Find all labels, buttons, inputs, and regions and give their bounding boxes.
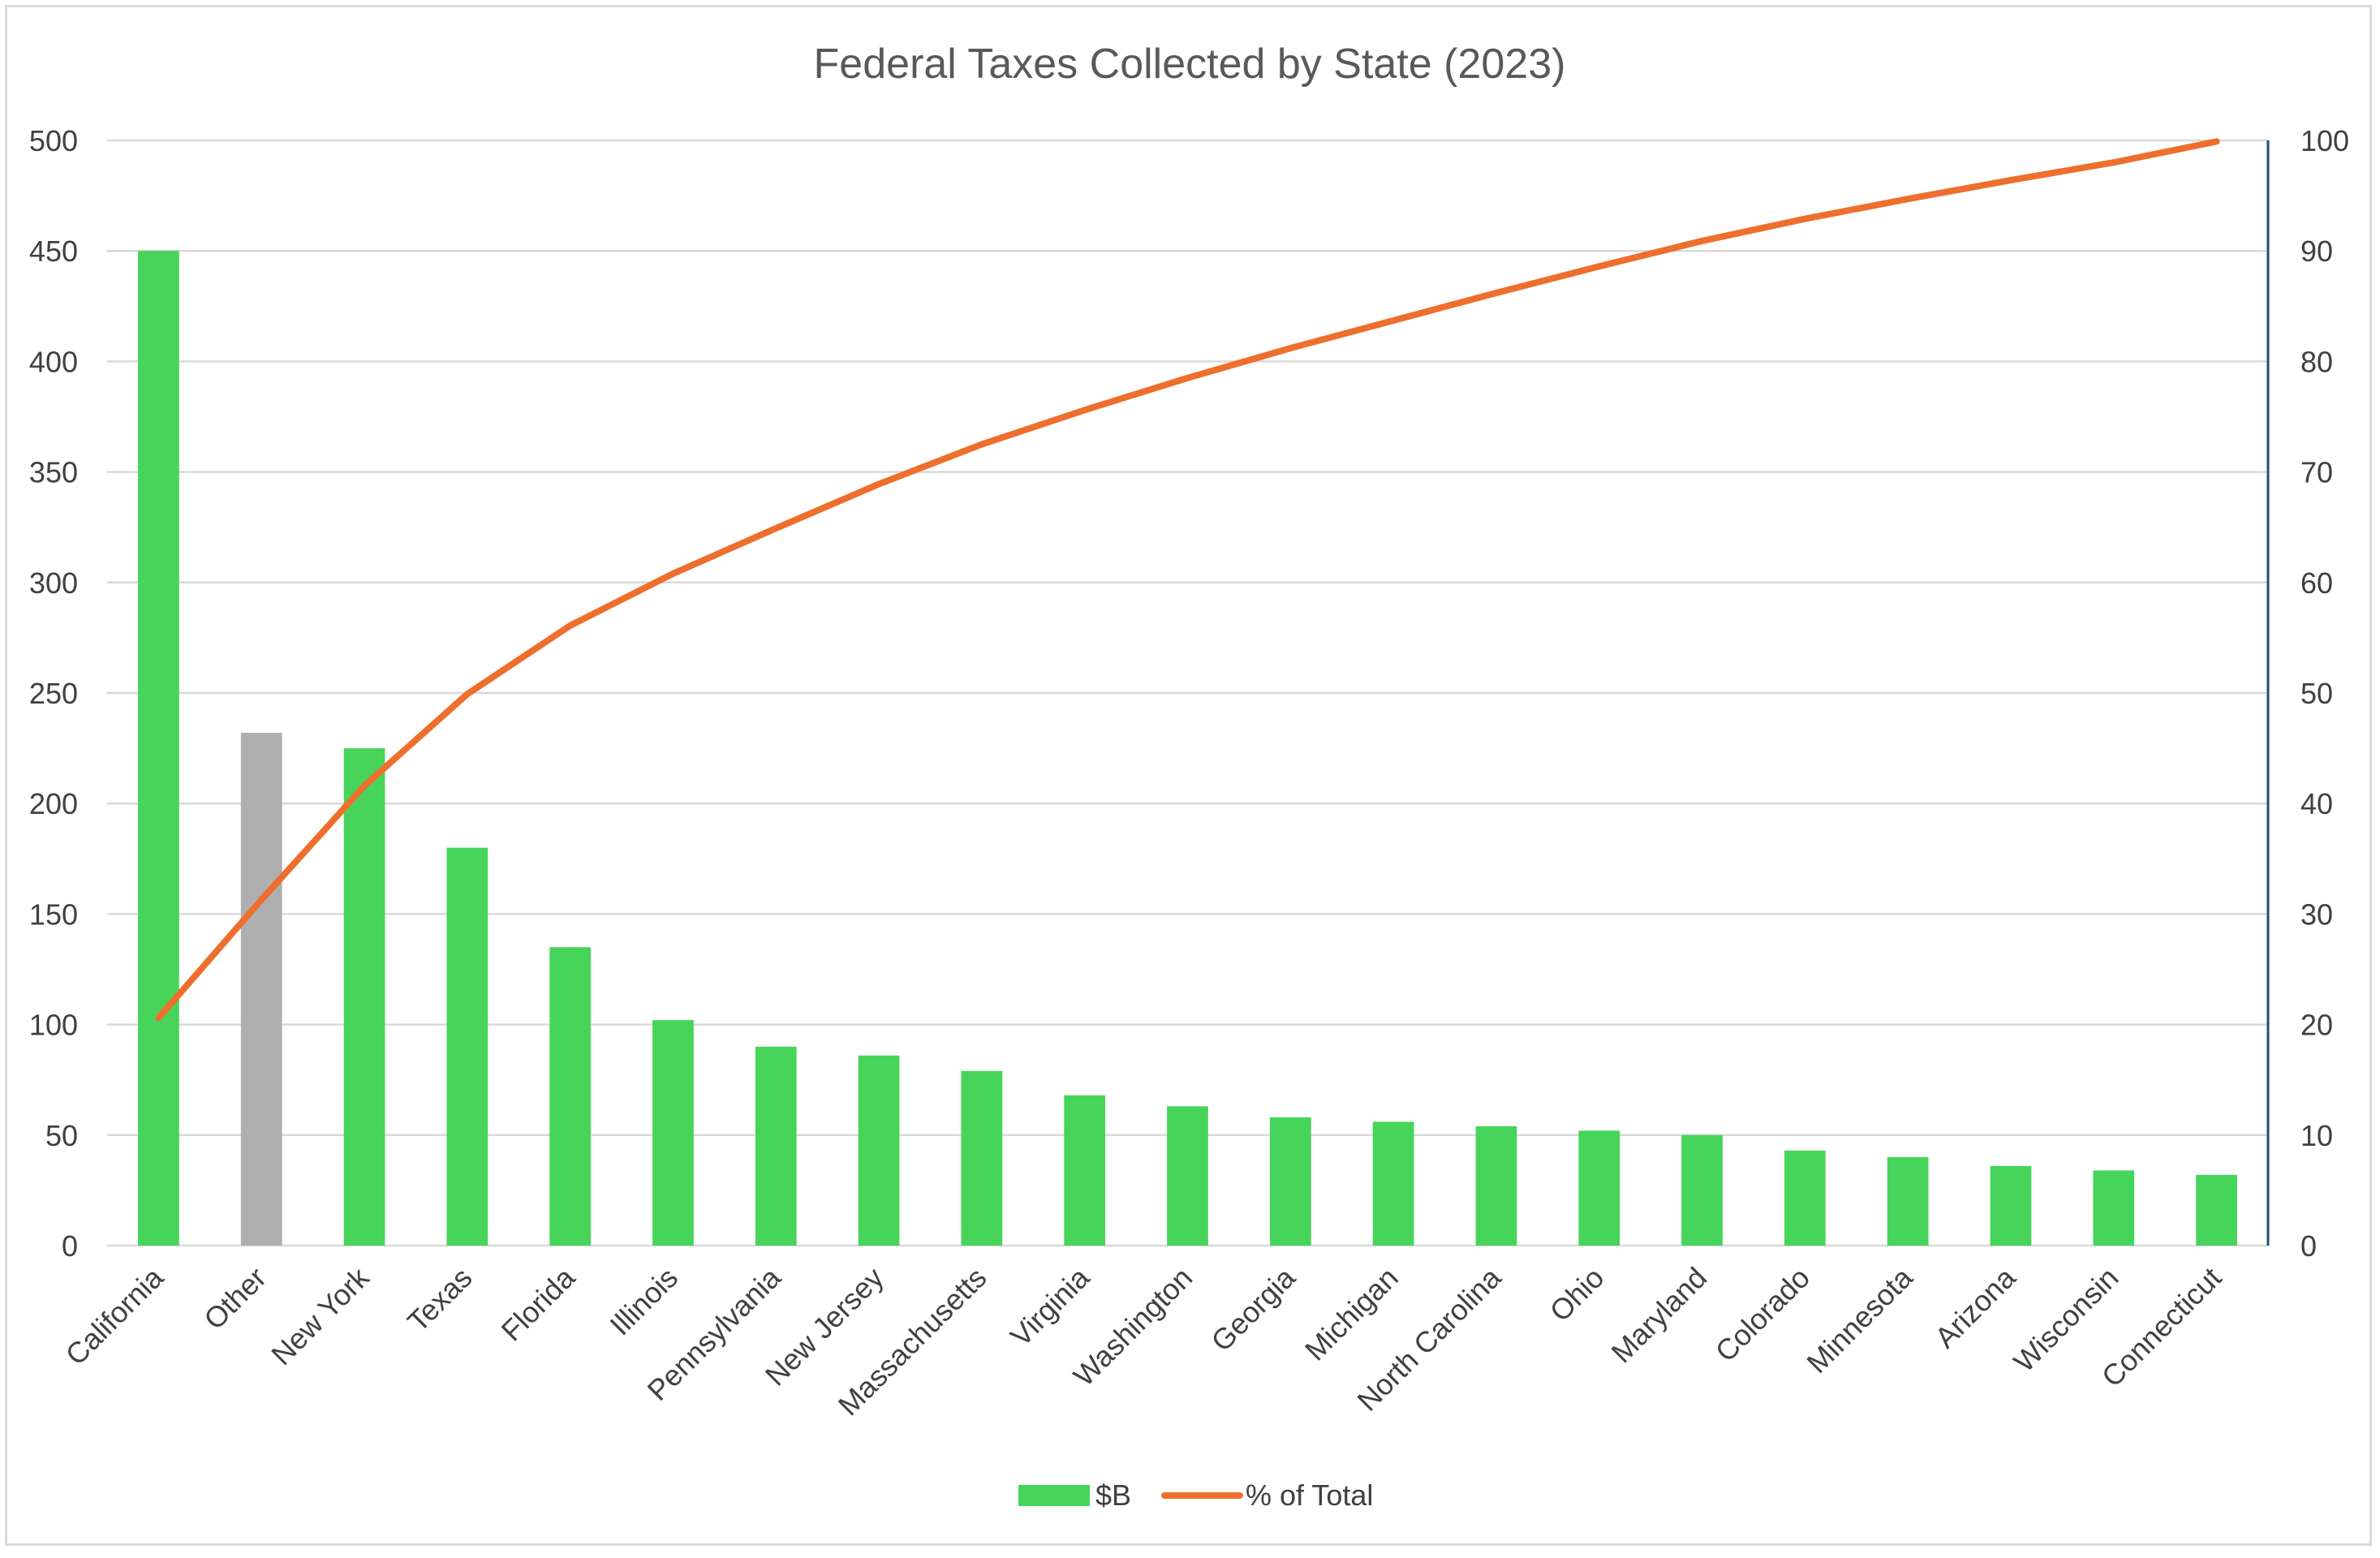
chart-frame [5,5,2372,1546]
